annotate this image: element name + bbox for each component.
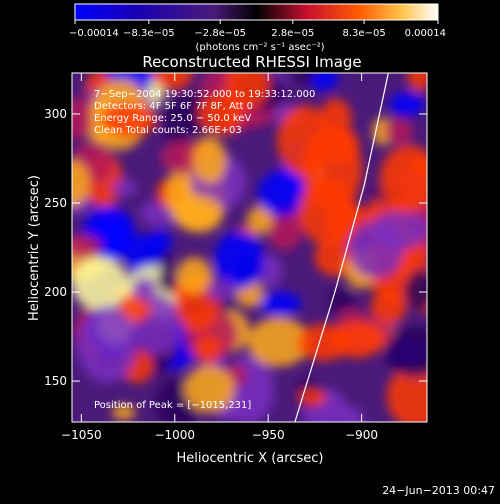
x-axis-label: Heliocentric X (arcsec) [177, 451, 324, 466]
heat-blob [370, 290, 407, 325]
heat-blob [407, 73, 427, 92]
heatmap-area [72, 73, 427, 422]
annotation-line: Clean Total counts: 2.66E+03 [94, 125, 242, 136]
footer-timestamp: 24−Jun−2013 00:47 [382, 484, 495, 497]
heat-blob [409, 156, 427, 175]
y-tick-label: 200 [44, 285, 67, 299]
heat-blob [176, 256, 212, 294]
chart-title: Reconstructed RHESSI Image [142, 53, 361, 71]
x-tick-label: −900 [345, 428, 378, 442]
solar-limb-curve [294, 72, 389, 423]
heat-blob [246, 205, 273, 235]
heat-blob [100, 102, 157, 137]
heat-blob [72, 257, 129, 310]
heat-blob [194, 334, 222, 364]
heat-blob [111, 179, 137, 197]
annotation-line: 7−Sep−2004 19:30:52.000 to 19:33:12.000 [94, 89, 315, 100]
annotation-line: Energy Range: 25.0 − 50.0 keV [94, 113, 251, 124]
heat-blob [403, 269, 427, 312]
heat-blob [259, 291, 301, 317]
heat-blob [386, 364, 427, 422]
heat-blob [198, 91, 244, 135]
heat-blob [162, 112, 189, 143]
y-axis-ticks: 150 200 250 300 [44, 107, 427, 388]
heat-blob [174, 194, 224, 233]
heat-blob [72, 97, 95, 140]
heat-blob [160, 141, 204, 175]
heat-blob [384, 326, 427, 378]
annotation-line: Detectors: 4F 5F 6F 7F 8F, Att 0 [94, 101, 253, 112]
heat-blob [328, 288, 355, 314]
colorbar-tick-label: −0.00014 [69, 28, 119, 39]
y-axis-label: Heliocentric Y (arcsec) [27, 175, 42, 321]
y-tick-label: 300 [44, 107, 67, 121]
heat-blob [131, 277, 157, 302]
colorbar-ticks: −0.00014 −8.3e−05 −2.8e−05 2.8e−05 8.3e−05 0.… [69, 20, 446, 39]
y-tick-label: 150 [44, 374, 67, 388]
heat-blob [76, 306, 138, 384]
heat-blob [206, 278, 238, 302]
heat-blob [379, 144, 427, 214]
heat-blob [183, 365, 235, 413]
x-axis-ticks: −1050 −1000 −950 −900 [61, 73, 378, 442]
heat-blob [257, 170, 306, 217]
heat-blob [158, 265, 179, 293]
heat-blob [307, 73, 339, 91]
heat-blob [298, 388, 327, 407]
heat-blob [214, 230, 265, 290]
y-tick-label: 250 [44, 196, 67, 210]
colorbar-tick-label: 0.00014 [405, 28, 446, 39]
heat-blob [72, 234, 103, 259]
colorbar-tick-label: 8.3e−05 [343, 28, 386, 39]
heat-blob [247, 317, 311, 367]
heat-blob [339, 407, 365, 422]
heat-blob [111, 404, 136, 421]
heat-blob [348, 220, 404, 279]
colorbar-tick-label: 2.8e−05 [271, 28, 314, 39]
heat-blob [192, 137, 227, 184]
x-tick-label: −1000 [154, 428, 195, 442]
x-tick-label: −950 [252, 428, 285, 442]
colorbar-tick-label: −2.8e−05 [194, 28, 246, 39]
observation-annotations: 7−Sep−2004 19:30:52.000 to 19:33:12.000D… [94, 89, 315, 136]
heat-blob [152, 73, 193, 91]
heat-blob [297, 323, 350, 361]
peak-position-label: Position of Peak = [−1015,231] [94, 400, 251, 411]
colorbar [74, 3, 439, 21]
heat-blob [293, 73, 315, 85]
x-tick-label: −1050 [61, 428, 102, 442]
colorbar-tick-label: −8.3e−05 [123, 28, 175, 39]
heat-blob [389, 91, 425, 117]
heat-blob [384, 118, 413, 145]
colorbar-unit-label: (photons cm⁻² s⁻¹ asec⁻²) [195, 42, 324, 53]
heat-blob [301, 127, 363, 212]
heat-blob [148, 228, 172, 255]
heat-blob [72, 159, 90, 207]
plot-frame [71, 72, 428, 423]
